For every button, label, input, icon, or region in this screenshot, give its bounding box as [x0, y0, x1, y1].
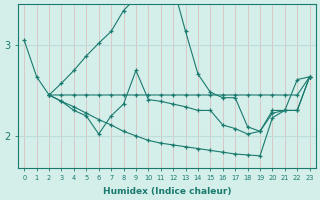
X-axis label: Humidex (Indice chaleur): Humidex (Indice chaleur) — [103, 187, 231, 196]
